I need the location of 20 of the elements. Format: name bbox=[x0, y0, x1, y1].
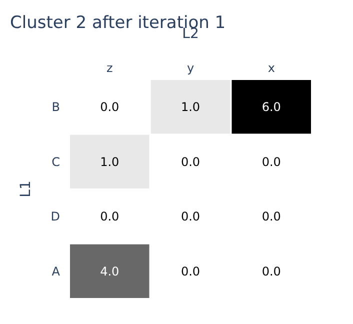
data-label: 6.0 bbox=[262, 100, 281, 114]
y-axis-title: L1 bbox=[18, 180, 34, 198]
y-tick-label: C bbox=[52, 154, 60, 169]
y-tick-label: B bbox=[52, 100, 60, 114]
data-label: 0.0 bbox=[262, 210, 281, 224]
y-tick-label: A bbox=[52, 264, 61, 278]
data-label: 0.0 bbox=[180, 264, 200, 278]
x-tick-label: z bbox=[106, 61, 113, 75]
x-tick-label: x bbox=[268, 61, 275, 75]
data-label: 0.0 bbox=[100, 210, 120, 224]
data-label: 1.0 bbox=[100, 154, 120, 169]
data-label: 0.0 bbox=[180, 210, 200, 224]
y-tick-label: D bbox=[50, 210, 60, 224]
data-label: 0.0 bbox=[100, 100, 120, 114]
data-label: 4.0 bbox=[100, 264, 120, 278]
data-label: 0.0 bbox=[262, 264, 281, 278]
data-label: 0.0 bbox=[180, 154, 200, 169]
data-label: 0.0 bbox=[262, 154, 281, 169]
x-tick-label: y bbox=[186, 61, 194, 75]
data-label: 1.0 bbox=[180, 100, 200, 114]
